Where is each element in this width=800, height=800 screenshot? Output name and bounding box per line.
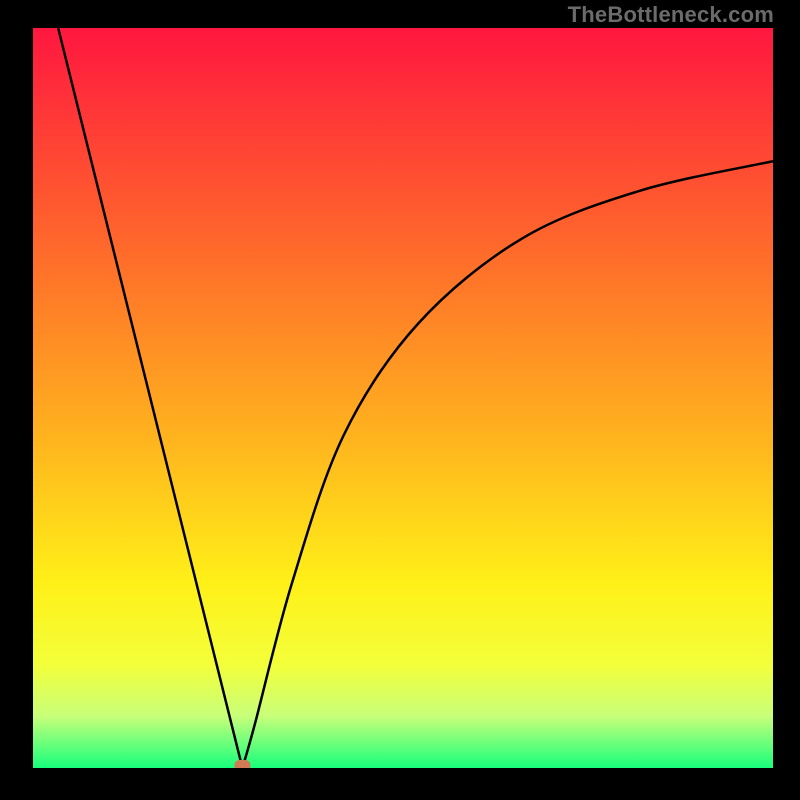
curve-layer xyxy=(33,28,773,768)
minimum-marker xyxy=(234,760,250,768)
figure-root: { "watermark": { "text": "TheBottleneck.… xyxy=(0,0,800,800)
response-curve xyxy=(58,28,773,768)
plot-area xyxy=(33,28,773,768)
watermark-text: TheBottleneck.com xyxy=(568,2,774,28)
